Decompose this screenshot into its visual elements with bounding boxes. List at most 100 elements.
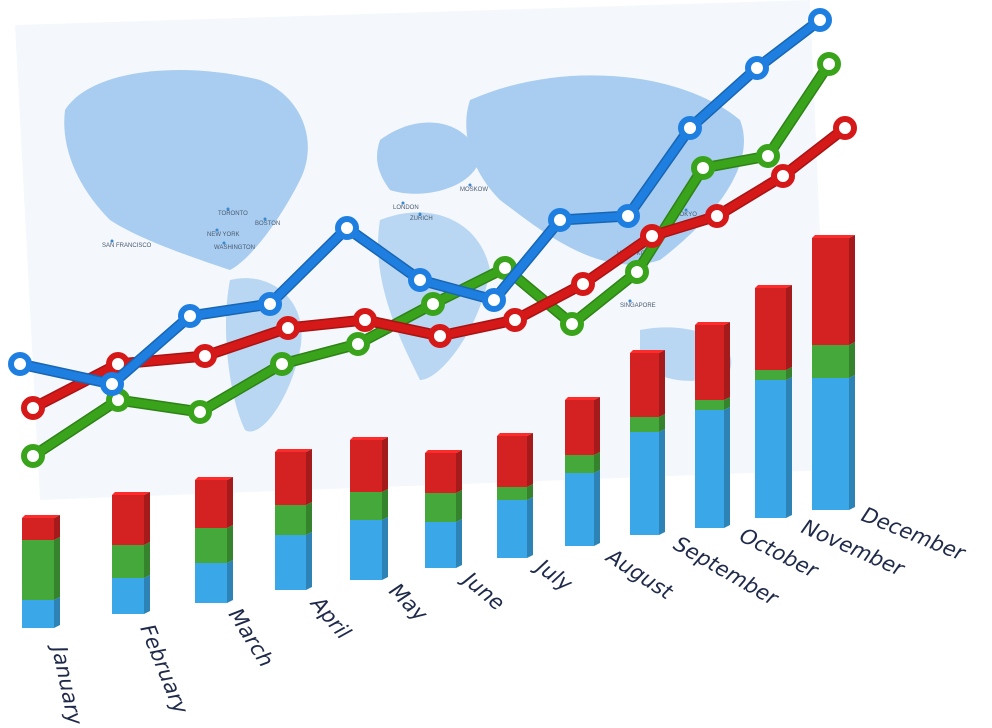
bar-segment-side [724, 397, 730, 410]
city-labels: SAN FRANCISCO TORONTO NEW YORK BOSTON WASHIN… [102, 183, 697, 309]
bar-segment-front [565, 400, 594, 455]
line-point [756, 144, 780, 168]
bar-segment-side [659, 350, 665, 417]
bar-top-face [497, 433, 533, 436]
line-point [571, 272, 595, 296]
bar-segment-front [695, 400, 724, 410]
bar-segment-side [594, 452, 600, 473]
bar-segment-front [695, 410, 724, 528]
city-marker [418, 212, 422, 216]
city-label: SINGAPORE [620, 303, 656, 309]
bar-segment-front [812, 345, 849, 378]
bar-series-group [22, 235, 855, 628]
bar-segment-side [227, 525, 233, 563]
bar-segment-front [565, 455, 594, 473]
city-label: WASHINGTON [214, 245, 255, 251]
bar-segment-side [527, 484, 533, 500]
bar-segment-front [22, 518, 54, 540]
line-point [188, 400, 212, 424]
line-point [21, 396, 45, 420]
bar-segment-side [849, 375, 855, 510]
bar-segment-side [306, 532, 312, 590]
city-marker [263, 217, 267, 221]
month-label-may: May [384, 579, 432, 627]
line-point [8, 352, 32, 376]
bar-segment-side [724, 322, 730, 400]
bar-segment-front [275, 452, 306, 505]
bar-segment-front [350, 492, 382, 520]
line-series-2 [21, 52, 841, 468]
line-point [178, 304, 202, 328]
city-marker [222, 241, 226, 245]
city-label: NEW YORK [207, 232, 240, 238]
city-marker [684, 208, 688, 212]
line-point [548, 208, 572, 232]
bar-segment-side [227, 477, 233, 528]
bar-segment-side [144, 575, 150, 614]
bar-top-face [755, 285, 792, 288]
bar-segment-side [54, 537, 60, 600]
city-marker [628, 299, 632, 303]
bar-segment-front [812, 238, 849, 345]
bar-segment-side [527, 433, 533, 487]
bar-segment-side [382, 489, 388, 520]
bar-segment-side [849, 342, 855, 378]
city-marker [401, 201, 405, 205]
line-point [691, 156, 715, 180]
month-label-july: July [529, 552, 577, 596]
bar-top-face [22, 515, 60, 518]
bar-segment-side [382, 437, 388, 492]
bar-segment-front [755, 288, 786, 370]
bar-segment-front [630, 432, 659, 535]
bar-segment-side [594, 397, 600, 455]
line-point [421, 292, 445, 316]
month-label-june: June [456, 565, 510, 615]
line-path [31, 124, 848, 412]
bar-segment-front [630, 417, 659, 432]
line-point [270, 352, 294, 376]
bar-segment-side [306, 502, 312, 535]
bar-segment-side [659, 429, 665, 535]
month-label-august: August [601, 543, 678, 605]
bar-april [275, 449, 312, 590]
bar-segment-front [755, 370, 786, 380]
line-point [353, 308, 377, 332]
bar-top-face [695, 322, 730, 325]
bar-top-face [565, 397, 600, 400]
line-point [258, 292, 282, 316]
bar-segment-front [695, 325, 724, 400]
bar-segment-side [144, 492, 150, 545]
line-point [808, 8, 832, 32]
month-label-march: March [224, 604, 279, 671]
bar-march [195, 477, 233, 603]
bar-segment-front [112, 578, 144, 614]
bar-may [350, 437, 388, 580]
line-point [482, 288, 506, 312]
bar-september [630, 350, 665, 535]
city-marker [468, 183, 472, 187]
bar-segment-front [425, 493, 456, 522]
line-point [276, 316, 300, 340]
city-label: HONG KONG [617, 251, 655, 257]
month-label-april: April [305, 590, 356, 644]
bar-segment-side [382, 517, 388, 580]
bar-segment-side [527, 497, 533, 558]
bar-top-face [812, 235, 855, 238]
bar-segment-front [112, 545, 144, 578]
bar-segment-front [350, 520, 382, 580]
bar-segment-front [812, 378, 849, 510]
month-label-january: January [46, 640, 87, 727]
bar-segment-front [425, 453, 456, 493]
line-point [771, 164, 795, 188]
bar-segment-side [594, 470, 600, 546]
line-point [335, 216, 359, 240]
line-point [193, 344, 217, 368]
line-point [640, 224, 664, 248]
bar-segment-front [630, 353, 659, 417]
bar-segment-front [275, 535, 306, 590]
bar-january [22, 515, 60, 628]
bar-top-face [195, 477, 233, 480]
line-point [503, 308, 527, 332]
bar-segment-front [112, 495, 144, 545]
